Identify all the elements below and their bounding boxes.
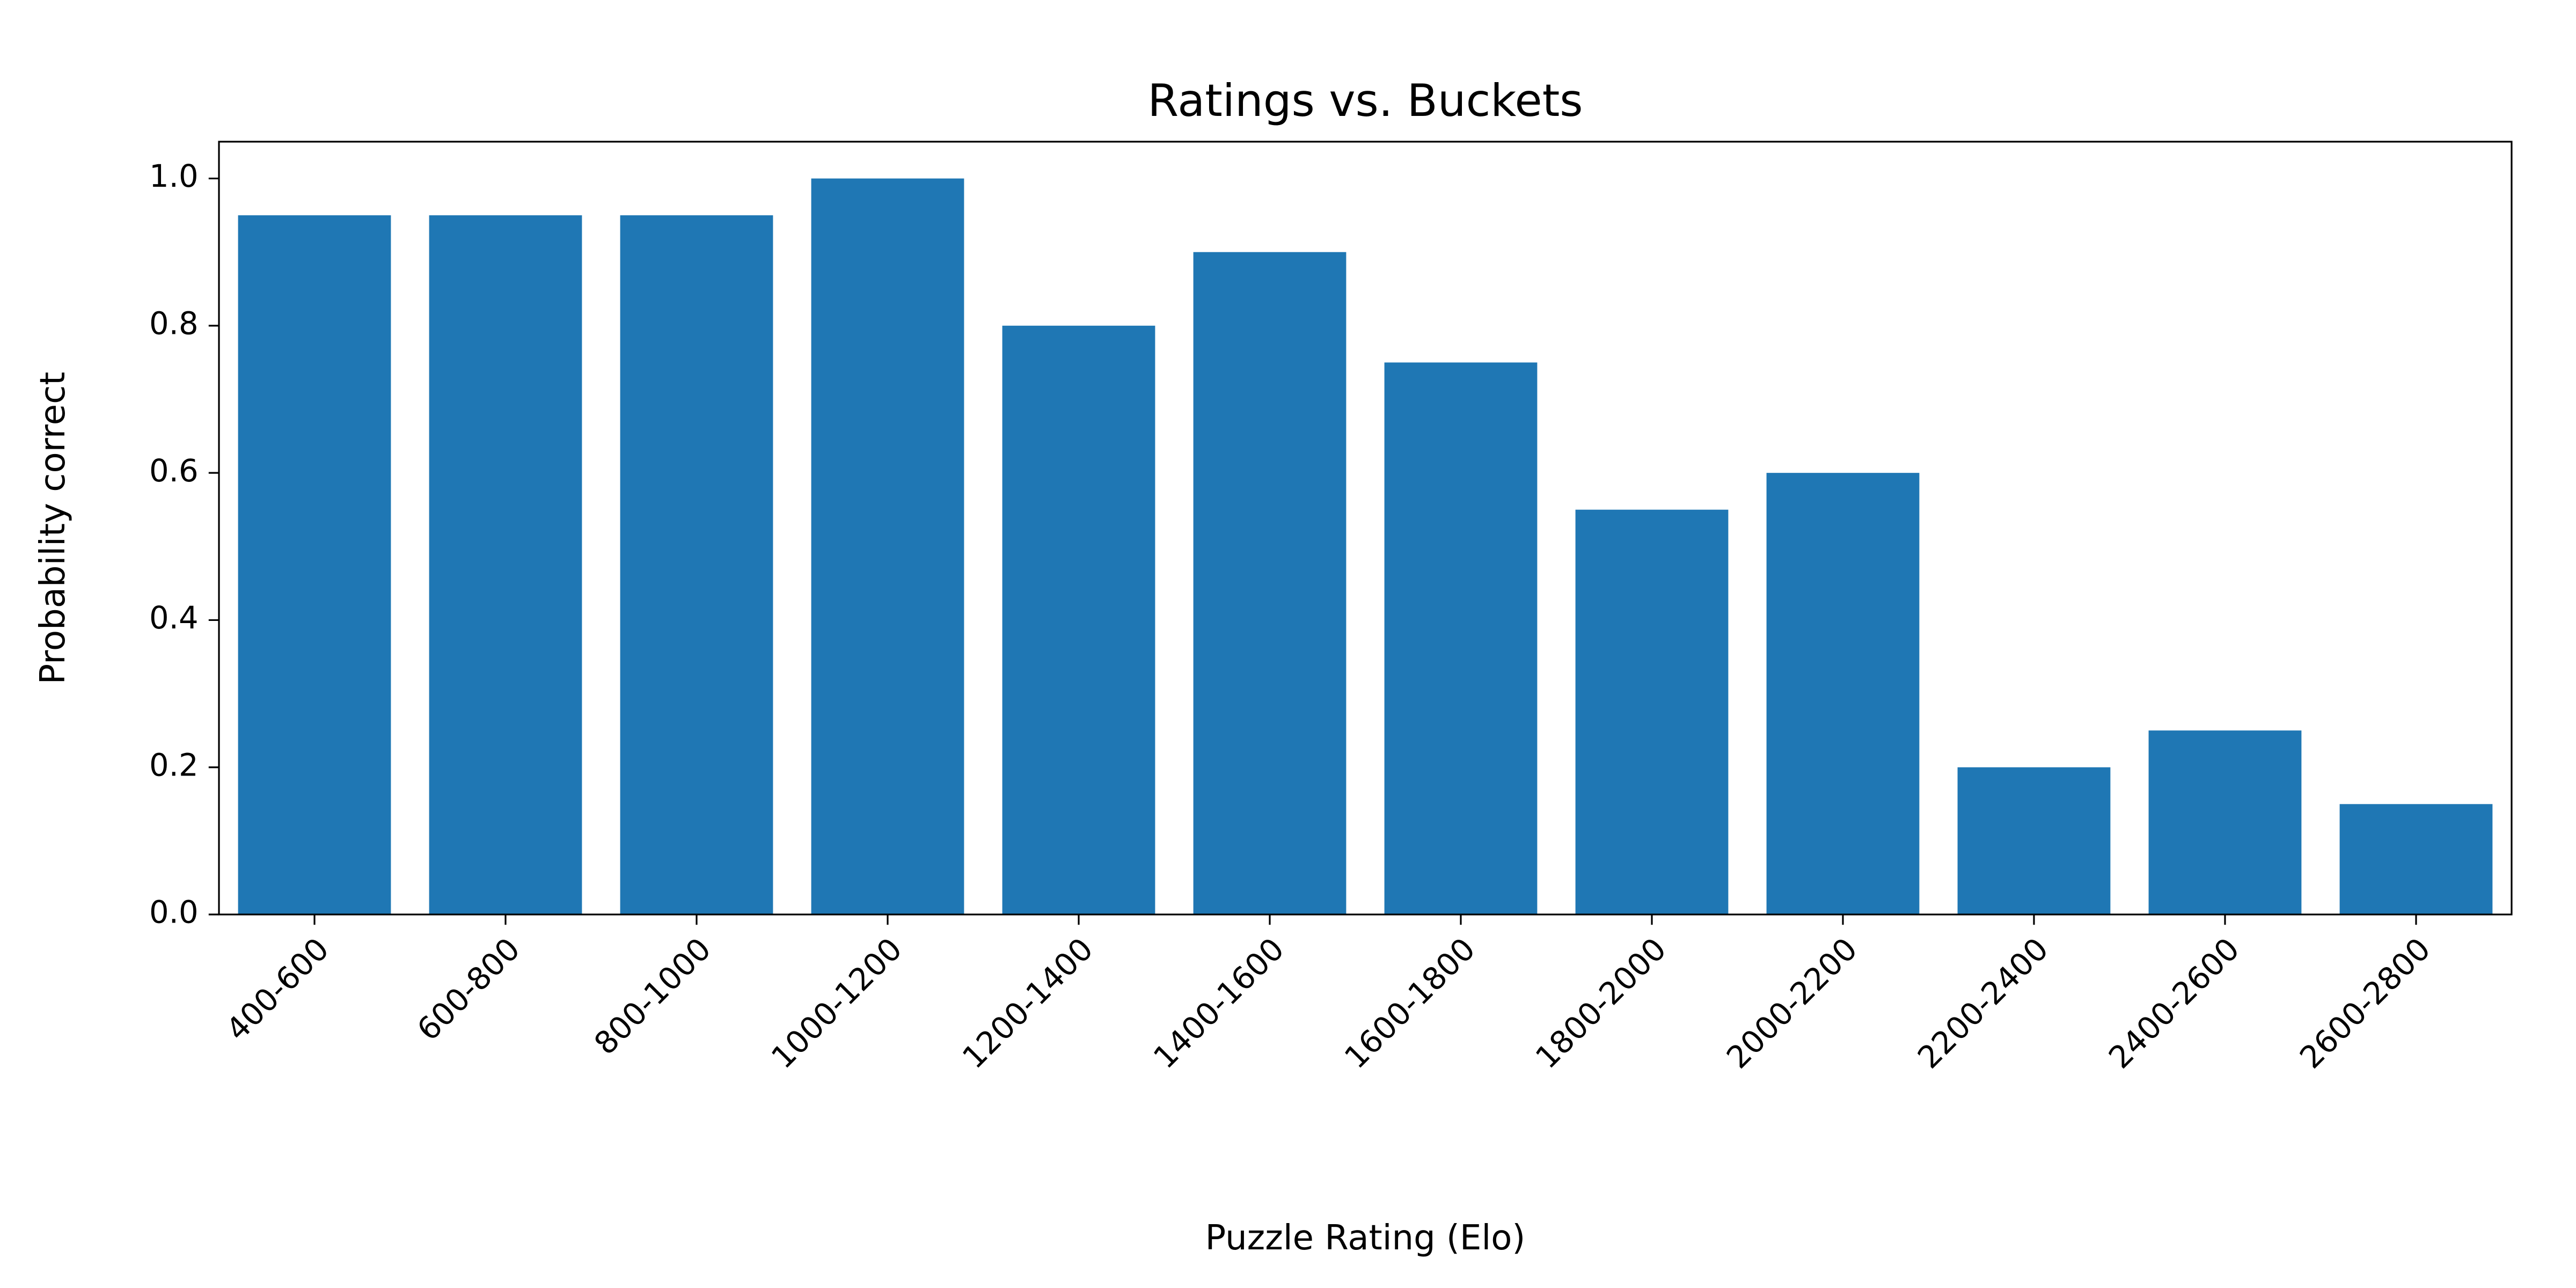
bar-chart: 0.0 0.2 0.4 0.6 0.8 1.0 400-600 600-800 800-1000… bbox=[0, 0, 2576, 1288]
xtick-label: 600-800 bbox=[410, 931, 527, 1048]
ytick-label: 0.4 bbox=[149, 600, 199, 636]
xtick-label: 400-600 bbox=[219, 931, 336, 1048]
bar bbox=[1194, 252, 1346, 914]
xtick-label: 1000-1200 bbox=[765, 931, 909, 1075]
ytick-label: 0.2 bbox=[149, 747, 199, 783]
xtick-label: 1200-1400 bbox=[956, 931, 1100, 1075]
xtick-label: 800-1000 bbox=[587, 931, 718, 1062]
bar bbox=[811, 179, 964, 914]
xtick-label: 2000-2200 bbox=[1720, 931, 1864, 1075]
bar bbox=[1767, 473, 1920, 914]
bar bbox=[1002, 326, 1155, 914]
bar bbox=[1576, 510, 1729, 914]
ytick-label: 0.6 bbox=[149, 453, 199, 489]
xtick-label: 2600-2800 bbox=[2293, 931, 2438, 1075]
chart-container: 0.0 0.2 0.4 0.6 0.8 1.0 400-600 600-800 800-1000… bbox=[0, 0, 2576, 1288]
bar bbox=[238, 215, 391, 914]
ytick-label: 0.8 bbox=[149, 305, 199, 341]
ytick-label: 1.0 bbox=[149, 158, 199, 194]
bar bbox=[2340, 804, 2493, 914]
bar bbox=[1958, 767, 2111, 914]
bar bbox=[2149, 730, 2302, 914]
xtick-label: 1400-1600 bbox=[1147, 931, 1291, 1075]
xtick-label: 2400-2600 bbox=[2102, 931, 2246, 1075]
chart-title: Ratings vs. Buckets bbox=[1147, 75, 1583, 127]
xtick-label: 1800-2000 bbox=[1529, 931, 1673, 1075]
x-axis-label: Puzzle Rating (Elo) bbox=[1205, 1218, 1526, 1258]
xtick-label: 2200-2400 bbox=[1911, 931, 2055, 1075]
xtick-label: 1600-1800 bbox=[1338, 931, 1482, 1075]
bar bbox=[1385, 362, 1538, 914]
bar bbox=[429, 215, 582, 914]
ytick-label: 0.0 bbox=[149, 895, 199, 931]
y-axis-label: Probability correct bbox=[33, 372, 73, 685]
bar bbox=[620, 215, 773, 914]
